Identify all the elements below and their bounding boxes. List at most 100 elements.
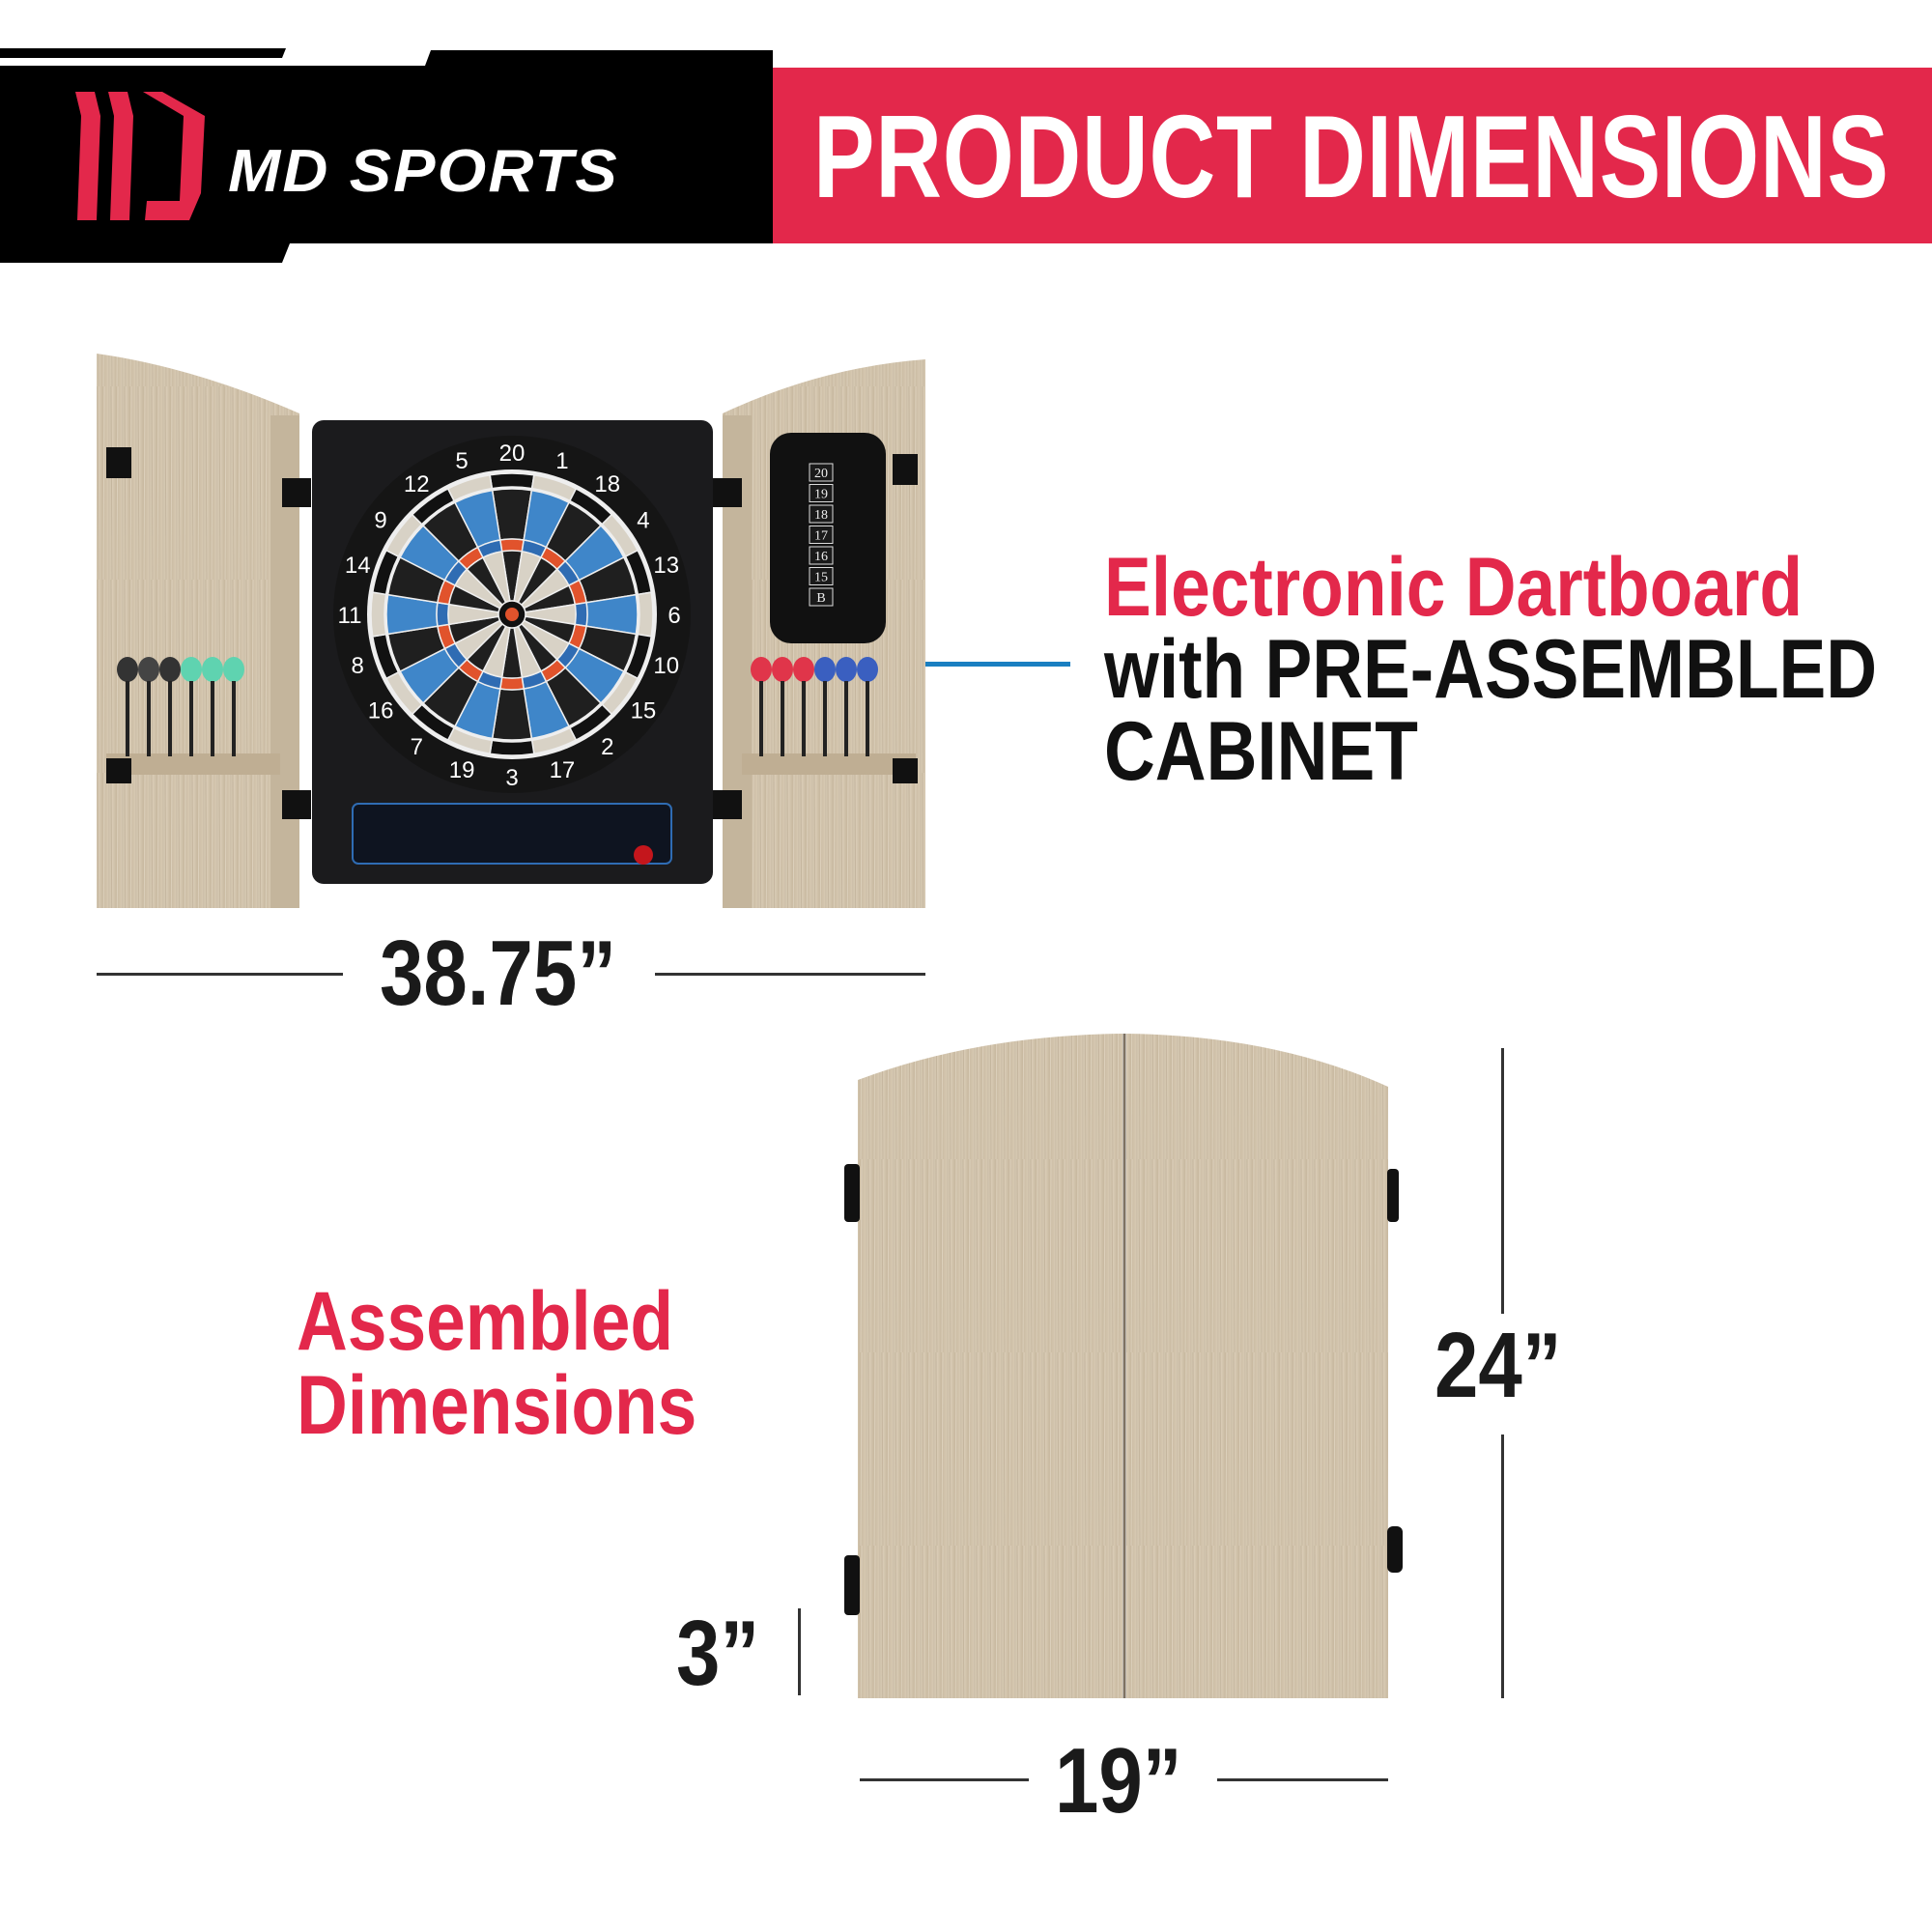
dart-shaft	[232, 681, 236, 756]
board-number: 15	[631, 698, 657, 724]
board-number: 6	[668, 603, 680, 629]
dart-flight	[202, 657, 223, 682]
header-stripe	[0, 48, 286, 58]
closed-cabinet-left-door	[858, 1034, 1122, 1698]
board-number: 11	[338, 603, 362, 629]
dart-flight	[223, 657, 244, 682]
scoreboard-label: 15	[814, 571, 828, 585]
brand-name: MD SPORTS	[228, 138, 619, 205]
board-number: 18	[594, 471, 620, 497]
board-number: 5	[455, 448, 468, 474]
board-segment	[489, 472, 535, 490]
dart-flight	[814, 657, 836, 682]
dart-flight	[181, 657, 202, 682]
height-line-bottom	[1501, 1435, 1504, 1698]
scoreboard-cell	[809, 504, 834, 524]
width-open-line-right	[655, 973, 925, 976]
darts-left	[117, 657, 244, 756]
bullseye-inner	[505, 608, 519, 621]
board-number: 12	[404, 471, 430, 497]
board-number: 8	[352, 653, 364, 679]
board-segment	[498, 538, 526, 553]
dimension-lines	[97, 973, 1504, 1781]
dart-shaft	[147, 681, 151, 756]
hinges	[106, 447, 918, 819]
feature-subtitle-line2: CABINET	[1104, 705, 1418, 798]
board-number: 2	[601, 734, 613, 760]
width-open-line-left	[97, 973, 343, 976]
feature-subtitle-line1: with PRE-ASSEMBLED	[1104, 623, 1878, 716]
dart-shaft	[759, 681, 763, 756]
dart-shaft	[844, 681, 848, 756]
dart-shaft	[823, 681, 827, 756]
dart-holder-right	[742, 753, 916, 775]
board-number: 19	[449, 757, 475, 783]
ml-logo-icon	[75, 92, 205, 220]
start-button	[634, 845, 653, 865]
scoreboard-label: B	[816, 591, 825, 606]
dart-shaft	[189, 681, 193, 756]
dart-flight	[117, 657, 138, 682]
scoreboard-label: 17	[814, 529, 828, 544]
scoreboard-cell	[809, 463, 834, 482]
board-segment	[436, 601, 450, 628]
page-title: PRODUCT DIMENSIONS	[813, 91, 1889, 222]
assembled-label-line1: Assembled	[297, 1275, 674, 1368]
board-segment	[498, 676, 526, 691]
title-band	[773, 68, 1932, 243]
board-number: 9	[374, 507, 386, 533]
closed-cabinet-right-door	[1126, 1034, 1388, 1698]
scoreboard-cell	[809, 567, 834, 585]
board-number: 7	[411, 734, 423, 760]
scoreboard-label: 19	[814, 488, 828, 502]
width-line-left	[860, 1778, 1029, 1781]
board-segment	[370, 591, 387, 638]
dart-flight	[751, 657, 772, 682]
height-label: 24”	[1435, 1314, 1562, 1417]
dart-shaft	[126, 681, 129, 756]
board-number: 3	[505, 765, 518, 791]
dart-flight	[836, 657, 857, 682]
scoreboard-cell	[809, 526, 834, 544]
dart-shaft	[211, 681, 214, 756]
dart-flight	[772, 657, 793, 682]
board-number: 13	[653, 553, 679, 579]
left-door	[97, 354, 299, 908]
board-number: 1	[555, 448, 568, 474]
board-segment	[637, 591, 654, 638]
assembled-label-line2: Dimensions	[297, 1359, 697, 1452]
board-number: 4	[637, 507, 649, 533]
dart-shaft	[168, 681, 172, 756]
dart-flight	[857, 657, 878, 682]
board-number: 16	[368, 698, 394, 724]
board-segment	[489, 739, 535, 756]
dart-flight	[793, 657, 814, 682]
scoreboard-label: 16	[814, 550, 828, 564]
feature-title: Electronic Dartboard	[1104, 541, 1804, 634]
darts-right	[751, 657, 878, 756]
scoreboard-label: 18	[814, 508, 828, 523]
control-panel	[352, 803, 672, 865]
board-number: 17	[550, 757, 576, 783]
header-graphics	[0, 48, 1932, 263]
board-number: 20	[499, 440, 526, 467]
scoreboard-label: 20	[814, 467, 828, 481]
height-line-top	[1501, 1048, 1504, 1314]
open-width-label: 38.75”	[380, 922, 616, 1025]
scoreboard-cell	[809, 587, 834, 607]
dart-flight	[159, 657, 181, 682]
board-number: 14	[345, 553, 371, 579]
feature-connector-line	[925, 662, 1070, 667]
depth-label: 3”	[676, 1602, 760, 1705]
width-line-right	[1217, 1778, 1388, 1781]
scoreboard-cell	[809, 484, 834, 502]
board-number: 10	[653, 653, 679, 679]
dart-shaft	[866, 681, 869, 756]
scoreboard-cell	[809, 546, 834, 565]
dart-shaft	[781, 681, 784, 756]
depth-line	[798, 1608, 801, 1695]
board-segment	[446, 473, 494, 502]
dart-shaft	[802, 681, 806, 756]
dartboard: 20 1 18 413 6 10 15 2 17 3 19 7 168 11 149 12 5	[333, 436, 691, 793]
